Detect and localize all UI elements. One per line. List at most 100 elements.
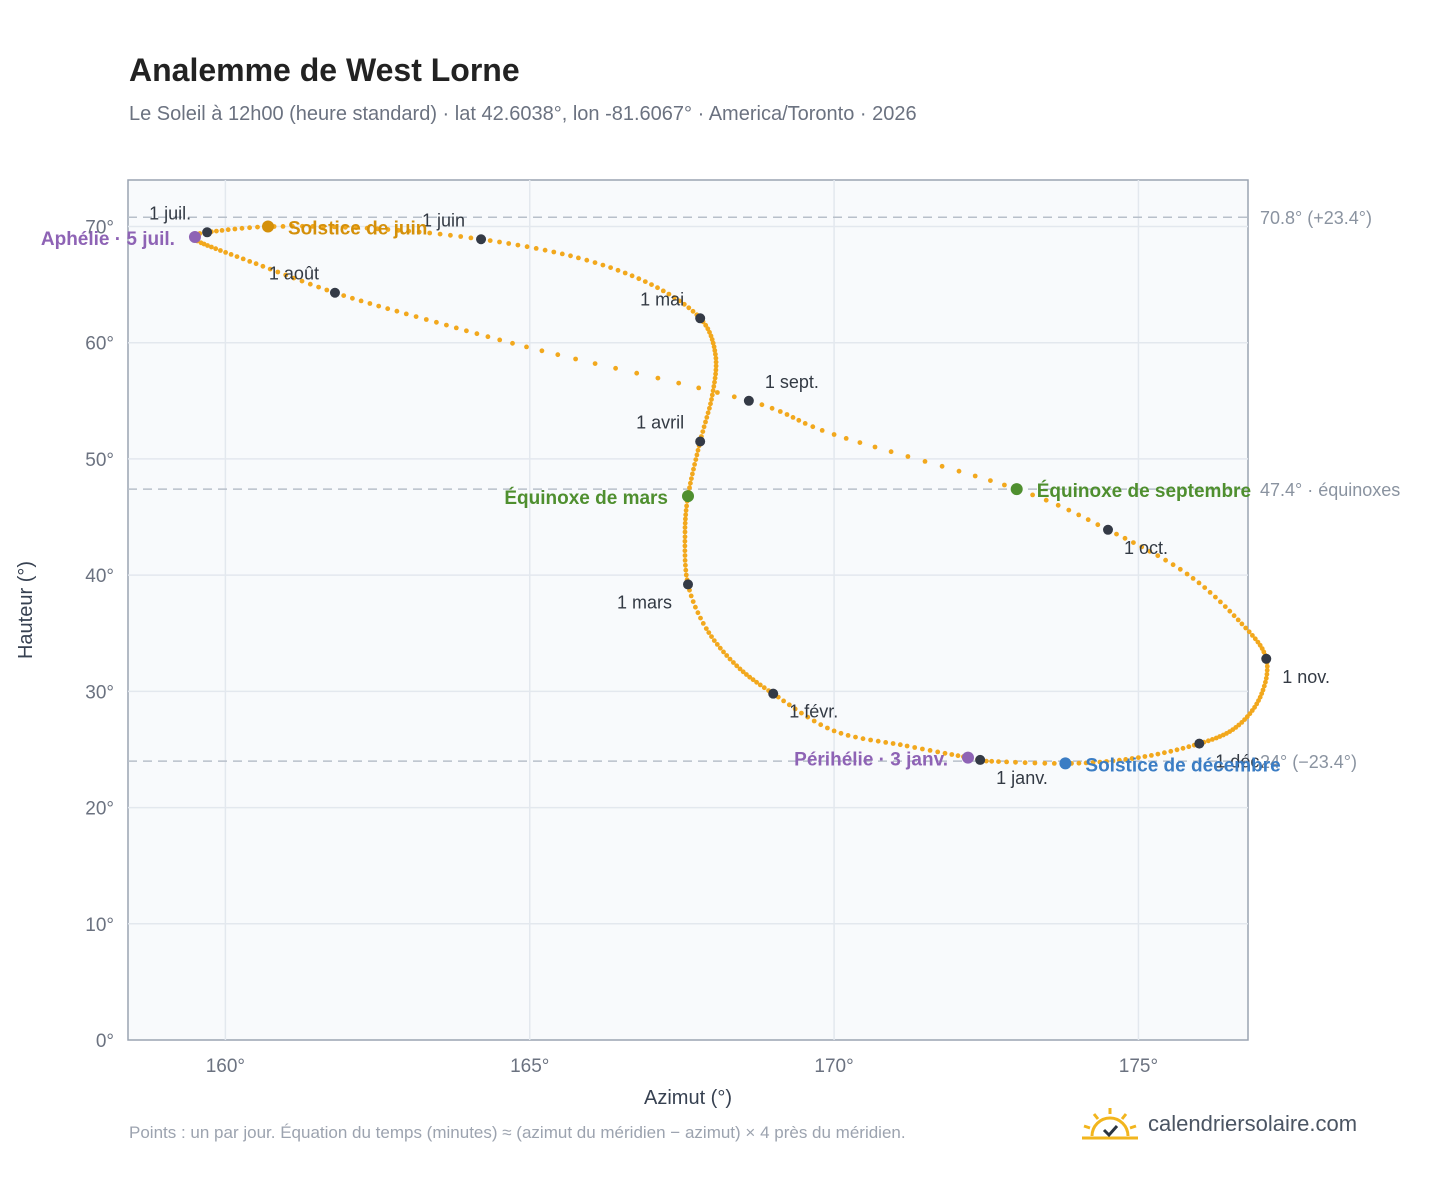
daily-sun-point (683, 516, 688, 522)
daily-sun-point (1131, 540, 1136, 545)
month-markers: 1 janv. 1 févr. 1 mars 1 avril 1 mai 1 juin 1 … (149, 203, 1330, 788)
daily-sun-point (713, 359, 719, 365)
special-point-marker (262, 220, 274, 233)
daily-sun-point (1252, 636, 1258, 642)
daily-sun-point (1246, 629, 1252, 635)
daily-sun-point (214, 228, 219, 234)
daily-sun-point (883, 740, 889, 745)
daily-sun-point (247, 259, 253, 264)
y-axis-label: Hauteur (°) (15, 561, 37, 659)
daily-sun-point (905, 454, 911, 459)
daily-sun-point (868, 737, 873, 743)
daily-sun-point (710, 340, 716, 346)
daily-sun-point (416, 229, 422, 235)
daily-sun-point (1155, 751, 1161, 757)
brand[interactable]: calendriersolaire.com (1082, 1104, 1357, 1144)
daily-sun-point (247, 225, 253, 231)
daily-sun-point (1180, 745, 1186, 751)
daily-sun-point (695, 610, 701, 616)
daily-sun-point (875, 738, 881, 744)
daily-sun-point (888, 449, 894, 455)
daily-sun-point (394, 308, 400, 314)
daily-sun-point (634, 370, 640, 376)
daily-sun-point (353, 225, 359, 231)
daily-sun-point (1222, 604, 1228, 609)
daily-sun-point (267, 266, 273, 272)
month-label: 1 mars (617, 592, 672, 612)
daily-sun-point (676, 380, 682, 386)
special-point-marker (682, 490, 694, 503)
daily-sun-point (213, 246, 219, 252)
daily-sun-point (367, 301, 373, 306)
y-tick-label: 10° (85, 915, 114, 936)
x-tick-label: 165° (510, 1056, 549, 1077)
daily-sun-point (694, 452, 700, 458)
daily-sun-point (423, 317, 429, 322)
daily-sun-point (683, 572, 689, 578)
month-marker (695, 313, 706, 324)
daily-sun-point (707, 405, 712, 411)
daily-sun-point (996, 759, 1001, 764)
daily-sun-point (838, 730, 844, 736)
daily-sun-point (705, 410, 711, 416)
daily-sun-point (307, 281, 313, 287)
daily-sun-point (710, 388, 716, 394)
month-label: 1 janv. (996, 768, 1048, 788)
daily-sun-point (761, 685, 767, 691)
daily-sun-point (316, 284, 321, 290)
daily-sun-point (1264, 667, 1270, 673)
daily-sun-point (989, 758, 995, 764)
daily-sun-point (682, 520, 688, 526)
daily-sun-point (857, 440, 863, 445)
daily-sun-point (396, 227, 401, 233)
daily-sun-point (677, 298, 682, 304)
daily-sun-point (781, 698, 786, 704)
daily-sun-point (1139, 544, 1145, 550)
daily-sun-point (784, 412, 790, 417)
daily-sun-point (300, 223, 305, 229)
daily-sun-point (1051, 761, 1057, 766)
daily-sun-point (1213, 594, 1218, 600)
daily-sun-point (1261, 683, 1267, 689)
daily-sun-point (332, 224, 337, 230)
daily-sun-point (713, 351, 718, 357)
daily-sun-point (218, 248, 223, 253)
daily-sun-point (920, 746, 925, 752)
daily-sun-point (687, 485, 692, 491)
daily-sun-point (559, 251, 565, 257)
daily-sun-point (275, 269, 281, 275)
daily-sun-point (310, 224, 316, 229)
y-tick-label: 30° (85, 682, 114, 703)
month-label: 1 juin (422, 210, 465, 230)
daily-sun-point (712, 348, 718, 353)
daily-sun-point (1184, 571, 1190, 577)
daily-sun-point (1013, 759, 1018, 765)
daily-sun-point (209, 244, 214, 250)
daily-sun-point (253, 261, 259, 267)
daily-sun-point (853, 734, 858, 740)
daily-sun-point (709, 397, 714, 402)
daily-sun-point (375, 226, 380, 232)
daily-sun-point (358, 298, 364, 304)
daily-sun-point (584, 257, 590, 263)
daily-sun-point (655, 375, 661, 381)
daily-sun-point (1155, 553, 1161, 559)
daily-sun-point (1162, 750, 1167, 756)
daily-sun-point (682, 529, 688, 535)
daily-sun-point (468, 235, 474, 241)
daily-sun-point (1129, 756, 1135, 761)
daily-sun-point (649, 282, 654, 287)
y-tick-label: 40° (85, 566, 114, 587)
daily-sun-point (1206, 738, 1211, 744)
daily-sun-point (682, 543, 688, 549)
daily-sun-point (682, 525, 688, 530)
daily-sun-point (542, 247, 548, 253)
brand-name: calendriersolaire.com (1148, 1111, 1358, 1136)
plot-area (127, 179, 1249, 1041)
daily-sun-point (692, 462, 697, 467)
special-point-label: Solstice de décembre (1085, 755, 1280, 776)
daily-sun-point (1213, 735, 1219, 741)
special-points: Solstice de juin Solstice de décembre Équi… (41, 218, 1281, 776)
daily-sun-point (712, 375, 718, 381)
daily-sun-point (843, 436, 849, 441)
